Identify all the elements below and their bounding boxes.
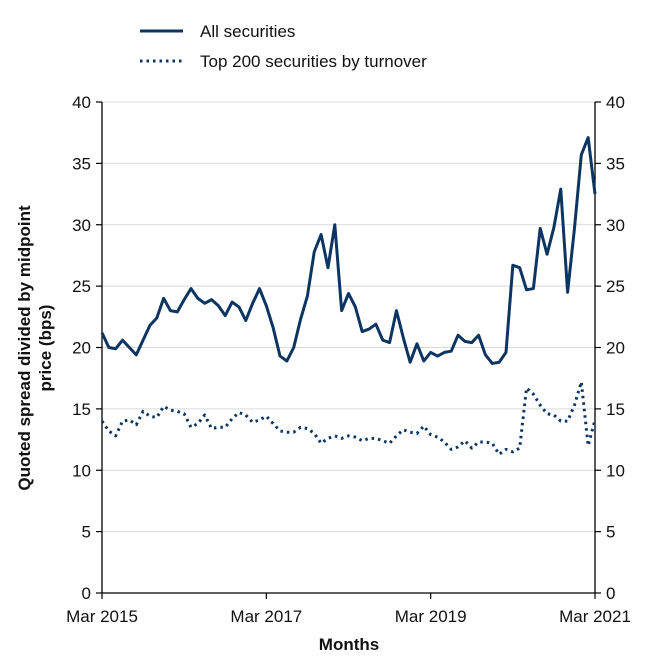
y-tick-label-right: 20 [606, 339, 625, 358]
x-tick-label: Mar 2015 [66, 607, 138, 626]
x-tick-labels: Mar 2015 Mar 2017 Mar 2019 Mar 2021 [66, 593, 631, 626]
y-tick-label-right: 40 [606, 93, 625, 112]
gridlines [102, 101, 595, 533]
y-tick-label-right: 30 [606, 216, 625, 235]
series-line-all-securities [100, 136, 597, 365]
y-tick-label-left: 0 [82, 584, 91, 603]
left-y-tick-labels: 0 5 10 15 20 25 30 35 40 [72, 93, 102, 603]
x-tick-label: Mar 2021 [559, 607, 631, 626]
legend: All securities Top 200 securities by tur… [140, 22, 427, 71]
y-tick-label-left: 40 [72, 93, 91, 112]
series-lines [100, 136, 597, 456]
y-axis-title-line-2: price (bps) [36, 305, 55, 392]
legend-label-top-200: Top 200 securities by turnover [200, 52, 427, 71]
y-tick-label-left: 20 [72, 339, 91, 358]
y-tick-label-left: 25 [72, 277, 91, 296]
y-tick-label-right: 5 [606, 523, 615, 542]
y-tick-label-left: 5 [82, 523, 91, 542]
x-tick-label: Mar 2019 [395, 607, 467, 626]
y-axis-title: Quoted spread divided by midpoint price … [15, 205, 55, 491]
right-y-tick-labels: 0 5 10 15 20 25 30 35 40 [595, 93, 625, 603]
y-tick-label-right: 35 [606, 154, 625, 173]
y-tick-label-right: 25 [606, 277, 625, 296]
x-axis-title: Months [319, 635, 379, 654]
y-tick-label-right: 0 [606, 584, 615, 603]
x-tick-label: Mar 2017 [230, 607, 302, 626]
y-tick-label-right: 10 [606, 461, 625, 480]
y-tick-label-left: 15 [72, 400, 91, 419]
series-line-top-200-securities-by-turnover [100, 380, 597, 456]
y-tick-label-right: 15 [606, 400, 625, 419]
legend-label-all-securities: All securities [200, 22, 295, 41]
y-axis-title-line-1: Quoted spread divided by midpoint [15, 205, 34, 491]
y-tick-label-left: 35 [72, 154, 91, 173]
y-tick-label-left: 30 [72, 216, 91, 235]
y-tick-label-left: 10 [72, 461, 91, 480]
